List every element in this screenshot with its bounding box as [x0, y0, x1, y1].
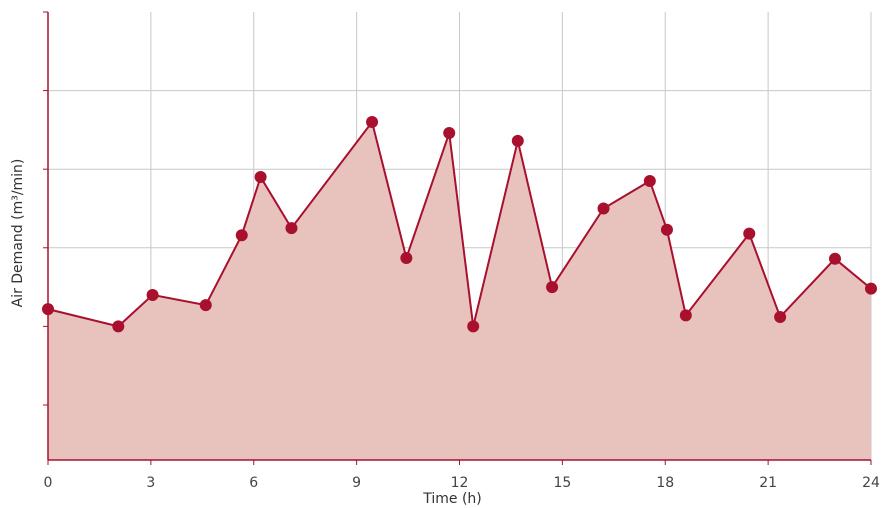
- data-point: [443, 127, 456, 140]
- data-point: [285, 222, 298, 235]
- x-tick-label: 15: [553, 475, 571, 491]
- data-point: [400, 252, 413, 265]
- x-tick-label: 3: [146, 475, 155, 491]
- data-point: [146, 288, 159, 301]
- x-tick-label: 9: [352, 475, 361, 491]
- data-point: [112, 320, 125, 333]
- data-point: [546, 281, 559, 294]
- x-tick-label: 0: [44, 475, 53, 491]
- data-point: [511, 134, 524, 147]
- markers: [42, 116, 877, 333]
- data-point: [643, 174, 656, 187]
- x-tick-label: 6: [249, 475, 258, 491]
- x-tick-label: 12: [451, 475, 469, 491]
- data-point: [199, 299, 212, 312]
- data-point: [774, 310, 787, 323]
- data-point: [597, 202, 610, 215]
- x-tick-label: 18: [656, 475, 674, 491]
- data-point: [254, 171, 267, 184]
- axes: [43, 11, 872, 465]
- area-fill: [48, 122, 871, 460]
- data-point: [660, 223, 673, 236]
- x-tick-label: 21: [759, 475, 777, 491]
- data-point: [235, 229, 248, 242]
- data-point: [865, 282, 877, 295]
- x-tick-labels: 0 3 6 9 12 15 18 21 24: [44, 475, 880, 491]
- data-point: [366, 116, 379, 129]
- data-point: [828, 252, 841, 265]
- data-point: [679, 309, 692, 322]
- y-axis-label: Air Demand (m³/min): [10, 159, 26, 308]
- x-tick-label: 24: [862, 475, 880, 491]
- data-point: [467, 320, 480, 333]
- x-axis-label: Time (h): [422, 491, 482, 507]
- data-point: [743, 227, 756, 240]
